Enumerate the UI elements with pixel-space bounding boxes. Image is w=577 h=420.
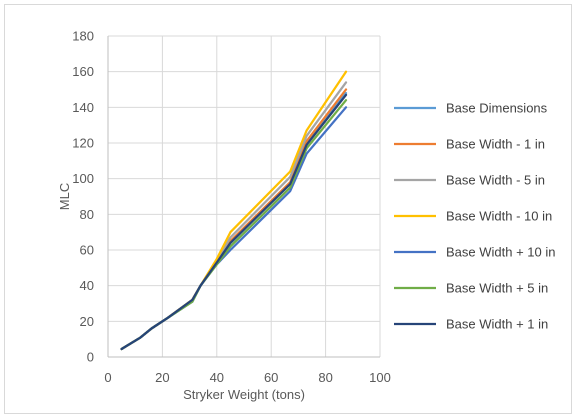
- x-axis-title: Stryker Weight (tons): [183, 387, 305, 402]
- legend-label-4: Base Width + 10 in: [446, 245, 555, 260]
- y-tick-label: 100: [72, 171, 94, 186]
- y-tick-label: 60: [80, 243, 94, 258]
- y-tick-label: 160: [72, 64, 94, 79]
- y-tick-label: 20: [80, 314, 94, 329]
- legend-label-6: Base Width + 1 in: [446, 317, 548, 332]
- legend-label-1: Base Width - 1 in: [446, 137, 545, 152]
- legend-label-0: Base Dimensions: [446, 101, 548, 116]
- legend-label-5: Base Width + 5 in: [446, 281, 548, 296]
- y-tick-label: 120: [72, 136, 94, 151]
- series-line-0: [120, 91, 348, 351]
- x-tick-label: 100: [369, 370, 391, 385]
- axes: [107, 36, 380, 358]
- y-tick-label: 0: [87, 350, 94, 365]
- x-tick-labels: 0 20 40 60 80 100: [104, 370, 390, 385]
- y-tick-labels: 0 20 40 60 80 100 120 140 160 180: [72, 29, 94, 365]
- x-tick-label: 20: [155, 370, 169, 385]
- y-tick-label: 180: [72, 29, 94, 44]
- y-tick-label: 80: [80, 207, 94, 222]
- x-tick-label: 40: [210, 370, 224, 385]
- chart-frame: [4, 4, 572, 414]
- x-tick-label: 80: [318, 370, 332, 385]
- x-tick-label: 0: [104, 370, 111, 385]
- y-axis-title: MLC: [57, 183, 72, 210]
- legend: Base Dimensions Base Width - 1 in Base Wid…: [394, 101, 555, 332]
- series-line-6: [120, 93, 348, 351]
- series-lines: [120, 70, 348, 351]
- legend-label-2: Base Width - 5 in: [446, 173, 545, 188]
- y-tick-label: 140: [72, 100, 94, 115]
- series-line-3: [120, 70, 348, 351]
- x-tick-label: 60: [264, 370, 278, 385]
- legend-label-3: Base Width - 10 in: [446, 209, 552, 224]
- gridlines: [108, 35, 381, 357]
- y-tick-label: 40: [80, 278, 94, 293]
